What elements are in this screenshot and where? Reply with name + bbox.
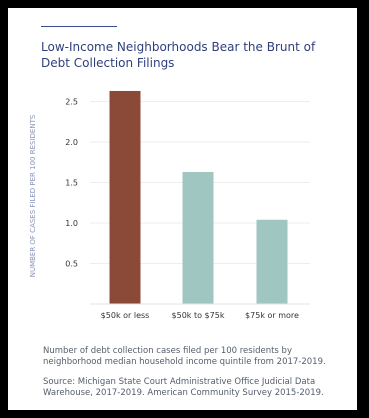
y-tick-label: 1.5	[65, 179, 78, 188]
x-tick-label: $50k to $75k	[172, 311, 225, 320]
x-tick-label: $50k or less	[101, 311, 150, 320]
y-tick-label: 2.0	[65, 138, 78, 147]
chart-source: Source: Michigan State Court Administrat…	[43, 377, 324, 398]
bar	[256, 219, 288, 304]
chart-card: Low-Income Neighborhoods Bear the Brunt …	[8, 8, 357, 410]
bar	[182, 171, 214, 304]
y-tick-labels: 0.5 1.0 1.5 2.0 2.5	[65, 98, 78, 269]
bar-chart: 0.5 1.0 1.5 2.0 2.5 $50k or less $50k to $75k…	[29, 90, 310, 320]
y-axis-label: NUMBER OF CASES FILED PER 100 RESIDENTS	[29, 114, 37, 277]
x-tick-label: $75k or more	[245, 311, 299, 320]
chart-title: Low-Income Neighborhoods Bear the Brunt …	[41, 40, 316, 70]
bar	[109, 90, 141, 304]
x-tick-labels: $50k or less $50k to $75k $75k or more	[101, 311, 299, 320]
y-tick-label: 1.0	[65, 219, 78, 228]
y-tick-label: 2.5	[65, 98, 78, 107]
chart-caption: Number of debt collection cases filed pe…	[43, 346, 326, 367]
bars	[109, 90, 288, 304]
accent-rule	[41, 26, 117, 27]
y-tick-label: 0.5	[65, 260, 78, 269]
